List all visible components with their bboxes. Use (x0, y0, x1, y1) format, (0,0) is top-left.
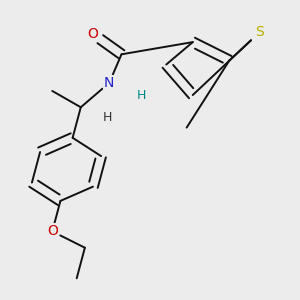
Text: H: H (137, 89, 146, 102)
Text: O: O (88, 27, 98, 41)
Text: H: H (103, 111, 112, 124)
Text: S: S (256, 25, 264, 39)
Text: N: N (104, 76, 115, 90)
Text: O: O (47, 224, 58, 239)
